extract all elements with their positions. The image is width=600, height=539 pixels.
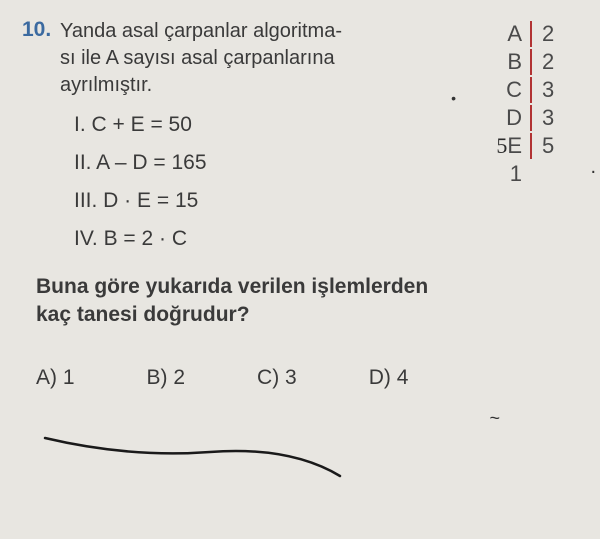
separator-dot-icon: • bbox=[451, 90, 456, 106]
factor-right: 3 bbox=[530, 77, 560, 103]
answer-options: A) 1 B) 2 C) 3 D) 4 bbox=[36, 366, 578, 390]
stem-line-1: Yanda asal çarpanlar algoritma- bbox=[60, 20, 342, 42]
question: 10. Yanda asal çarpanlar algoritma- sı i… bbox=[22, 18, 578, 390]
table-row: 5E 5 bbox=[488, 132, 560, 160]
table-row: 1 bbox=[488, 160, 560, 188]
factor-left: A bbox=[488, 21, 530, 47]
stem-line-2: sı ile A sayısı asal çarpanlarına bbox=[60, 47, 335, 69]
factor-left: C bbox=[488, 77, 530, 103]
tilde-mark-icon: ~ bbox=[489, 408, 500, 429]
option-d[interactable]: D) 4 bbox=[369, 366, 409, 390]
asking-line-2: kaç tanesi doğrudur? bbox=[36, 303, 250, 326]
table-row: B 2 bbox=[488, 48, 560, 76]
asking-line-1: Buna göre yukarıda verilen işlemlerden bbox=[36, 275, 428, 298]
factor-right: 3 bbox=[530, 105, 560, 131]
factor-right: 2 bbox=[530, 21, 560, 47]
question-stem: Yanda asal çarpanlar algoritma- sı ile A… bbox=[60, 18, 400, 99]
asking-text: Buna göre yukarıda verilen işlemlerden k… bbox=[36, 273, 578, 330]
option-c[interactable]: C) 3 bbox=[257, 366, 297, 390]
pen-underline-icon bbox=[40, 432, 370, 482]
statement-iii: III. D · E = 15 bbox=[74, 189, 578, 213]
factor-left: D bbox=[488, 105, 530, 131]
factorization-table: A 2 B 2 C 3 D 3 5E 5 1 bbox=[488, 20, 560, 188]
statement-iv: IV. B = 2 · C bbox=[74, 227, 578, 251]
factor-right: 2 bbox=[530, 49, 560, 75]
stem-line-3: ayrılmıştır. bbox=[60, 74, 152, 96]
stray-dot-icon: . bbox=[590, 156, 596, 179]
handwritten-5: 5 bbox=[496, 133, 507, 158]
factor-right: 5 bbox=[530, 133, 560, 159]
factor-left: 1 bbox=[488, 161, 530, 187]
factor-left: B bbox=[488, 49, 530, 75]
option-b[interactable]: B) 2 bbox=[147, 366, 186, 390]
option-a[interactable]: A) 1 bbox=[36, 366, 75, 390]
table-row: C 3 bbox=[488, 76, 560, 104]
question-number: 10. bbox=[22, 18, 51, 42]
table-row: A 2 bbox=[488, 20, 560, 48]
table-row: D 3 bbox=[488, 104, 560, 132]
factor-left: 5E bbox=[488, 133, 530, 159]
